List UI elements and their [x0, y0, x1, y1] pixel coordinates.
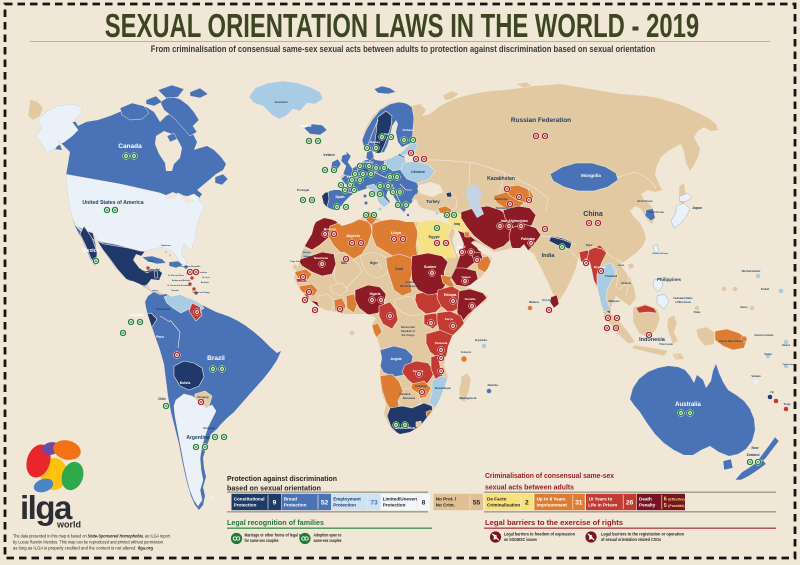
svg-text:Legal barriers to freedom of e: Legal barriers to freedom of expression: [504, 532, 575, 537]
svg-text:10 Years to: 10 Years to: [588, 497, 612, 502]
svg-text:Adoption open to: Adoption open to: [314, 533, 342, 538]
svg-text:Protection: Protection: [234, 502, 257, 507]
svg-text:No Prot. /: No Prot. /: [436, 497, 457, 502]
svg-text:2: 2: [525, 499, 529, 506]
svg-text:Broad: Broad: [284, 497, 297, 502]
svg-text:Life in Prison: Life in Prison: [588, 502, 617, 507]
svg-text:Employment: Employment: [333, 497, 361, 502]
svg-text:52: 52: [321, 499, 329, 506]
svg-text:Legal barriers to the registra: Legal barriers to the registration or op…: [601, 532, 684, 537]
svg-text:9: 9: [273, 499, 277, 506]
svg-text:on SOGIESC issues: on SOGIESC issues: [504, 537, 538, 542]
svg-text:No Crim.: No Crim.: [436, 502, 455, 507]
svg-text:by Lucas Ramón Mendos. This ma: by Lucas Ramón Mendos. This map can be r…: [13, 540, 164, 545]
svg-text:De Facto: De Facto: [487, 497, 507, 502]
svg-text:same-sex couples: same-sex couples: [314, 538, 343, 543]
svg-text:Criminalisation: Criminalisation: [487, 502, 520, 507]
svg-text:Penalty: Penalty: [639, 502, 656, 507]
svg-text:26: 26: [626, 499, 634, 506]
svg-text:Protection: Protection: [284, 502, 307, 507]
svg-text:Constitutional: Constitutional: [234, 497, 265, 502]
svg-text:Protection: Protection: [333, 502, 356, 507]
svg-text:Imprisonment: Imprisonment: [537, 502, 568, 507]
svg-text:Criminalisation of consensual: Criminalisation of consensual same-sex: [485, 471, 615, 480]
svg-text:of sexual orientation related: of sexual orientation related CSOs: [601, 537, 662, 542]
svg-text:Protection: Protection: [383, 502, 406, 507]
svg-text:31: 31: [575, 499, 583, 506]
svg-text:Legal barriers to the exercise: Legal barriers to the exercise of rights: [485, 518, 623, 527]
svg-text:for same sex couples: for same sex couples: [245, 538, 280, 543]
svg-text:world: world: [56, 520, 81, 530]
svg-text:Limited/Uneven: Limited/Uneven: [383, 497, 417, 502]
svg-text:The data presented in this map: The data presented in this map is based …: [13, 534, 171, 539]
svg-text:73: 73: [370, 499, 378, 506]
svg-text:as long as ILGA is properly cr: as long as ILGA is properly credited and…: [13, 546, 153, 551]
svg-text:Protection against discriminat: Protection against discrimination: [227, 474, 337, 483]
svg-text:Up to 8 Years: Up to 8 Years: [537, 497, 566, 502]
svg-text:based on sexual orientation: based on sexual orientation: [227, 484, 321, 493]
svg-text:Marriage or other forms of leg: Marriage or other forms of legal union: [245, 533, 309, 538]
svg-text:55: 55: [473, 499, 481, 506]
svg-text:Death: Death: [639, 497, 652, 502]
svg-text:8: 8: [422, 499, 426, 506]
svg-text:sexual acts between adults: sexual acts between adults: [485, 483, 574, 492]
svg-text:Legal recognition of families: Legal recognition of families: [227, 518, 324, 527]
